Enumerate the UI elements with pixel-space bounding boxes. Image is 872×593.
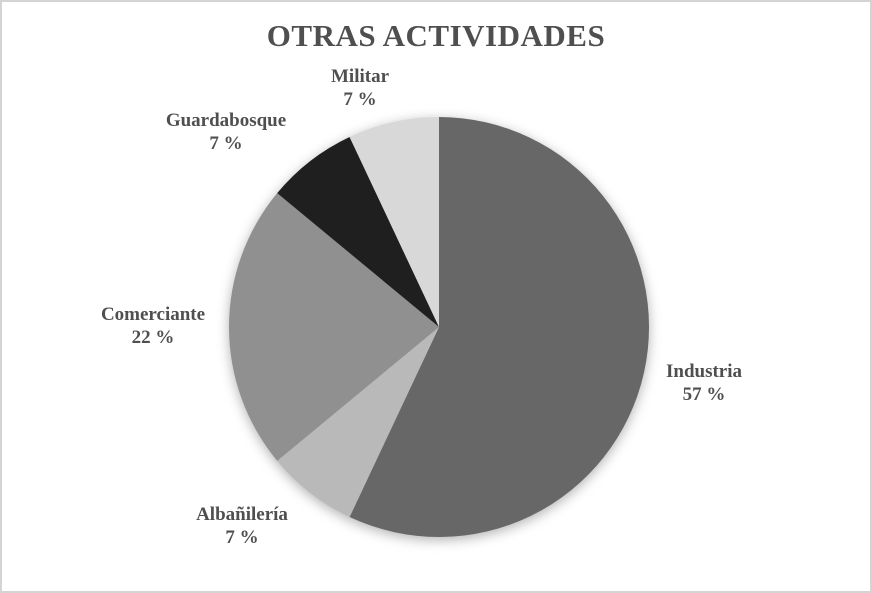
slice-label-percent: 22 % [131,327,175,348]
slice-label-name: Militar [330,66,390,87]
pie-slice-comerciante [228,193,439,461]
slice-label-percent: 7 % [209,133,243,154]
slice-label-percent: 7 % [225,527,259,548]
chart-title: OTRAS ACTIVIDADES [266,18,606,53]
slice-label-percent: 7 % [343,89,377,110]
slice-label-name: Industria [665,361,743,382]
slice-label-albanileria: Albañilería 7 % [196,503,288,549]
pie-slice-albanileria [277,327,439,518]
slice-label-comerciante: Comerciante 22 % [101,303,205,349]
slice-label-militar: Militar 7 % [331,65,389,111]
slice-label-name: Guardabosque [165,110,287,131]
slice-label-industria: Industria 57 % [666,360,742,406]
slice-label-guardabosque: Guardabosque 7 % [166,109,286,155]
pie-slice-guardabosque [277,136,439,327]
pie-slice-industria [349,117,650,537]
slice-label-name: Albañilería [196,504,288,525]
slice-label-percent: 57 % [682,384,726,405]
slice-label-name: Comerciante [100,304,206,325]
pie-slice-militar [349,117,439,327]
